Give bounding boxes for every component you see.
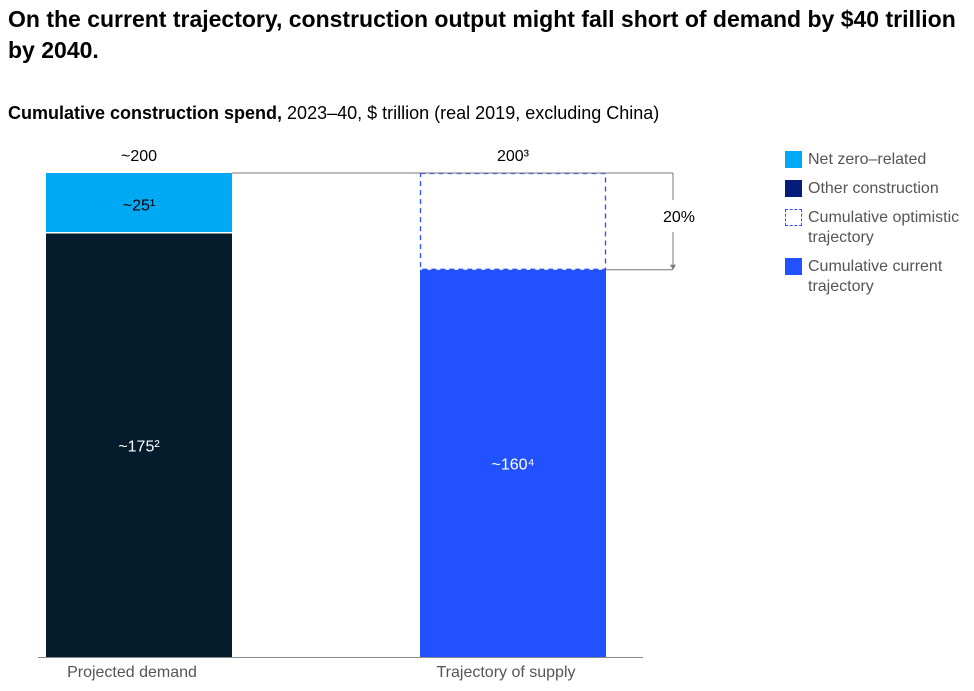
legend-swatch <box>785 180 802 197</box>
bar-current-trajectory <box>420 269 606 657</box>
label-net-zero: ~25¹ <box>123 197 155 214</box>
x-tick-label: Trajectory of supply <box>436 664 575 681</box>
bar-other-construction <box>46 233 232 657</box>
label-current: ~160⁴ <box>492 456 535 473</box>
legend-swatch <box>785 258 802 275</box>
legend-swatch <box>785 151 802 168</box>
subtitle-rest: 2023–40, $ trillion (real 2019, excludin… <box>282 103 660 123</box>
bar-net-zero <box>46 173 232 232</box>
total-label-supply: 200³ <box>497 148 530 165</box>
chart-subtitle: Cumulative construction spend, 2023–40, … <box>8 103 659 124</box>
bar-optimistic-trajectory <box>419 172 607 270</box>
legend-swatch <box>785 209 802 226</box>
subtitle-bold: Cumulative construction spend, <box>8 103 283 123</box>
label-other: ~175² <box>118 438 160 455</box>
x-tick-label: Projected demand <box>67 664 197 681</box>
chart-title: On the current trajectory, construction … <box>8 6 956 63</box>
gap-annotation: 20% <box>663 209 695 226</box>
total-label-demand: ~200 <box>121 148 157 165</box>
arrow-down-icon <box>670 264 676 270</box>
